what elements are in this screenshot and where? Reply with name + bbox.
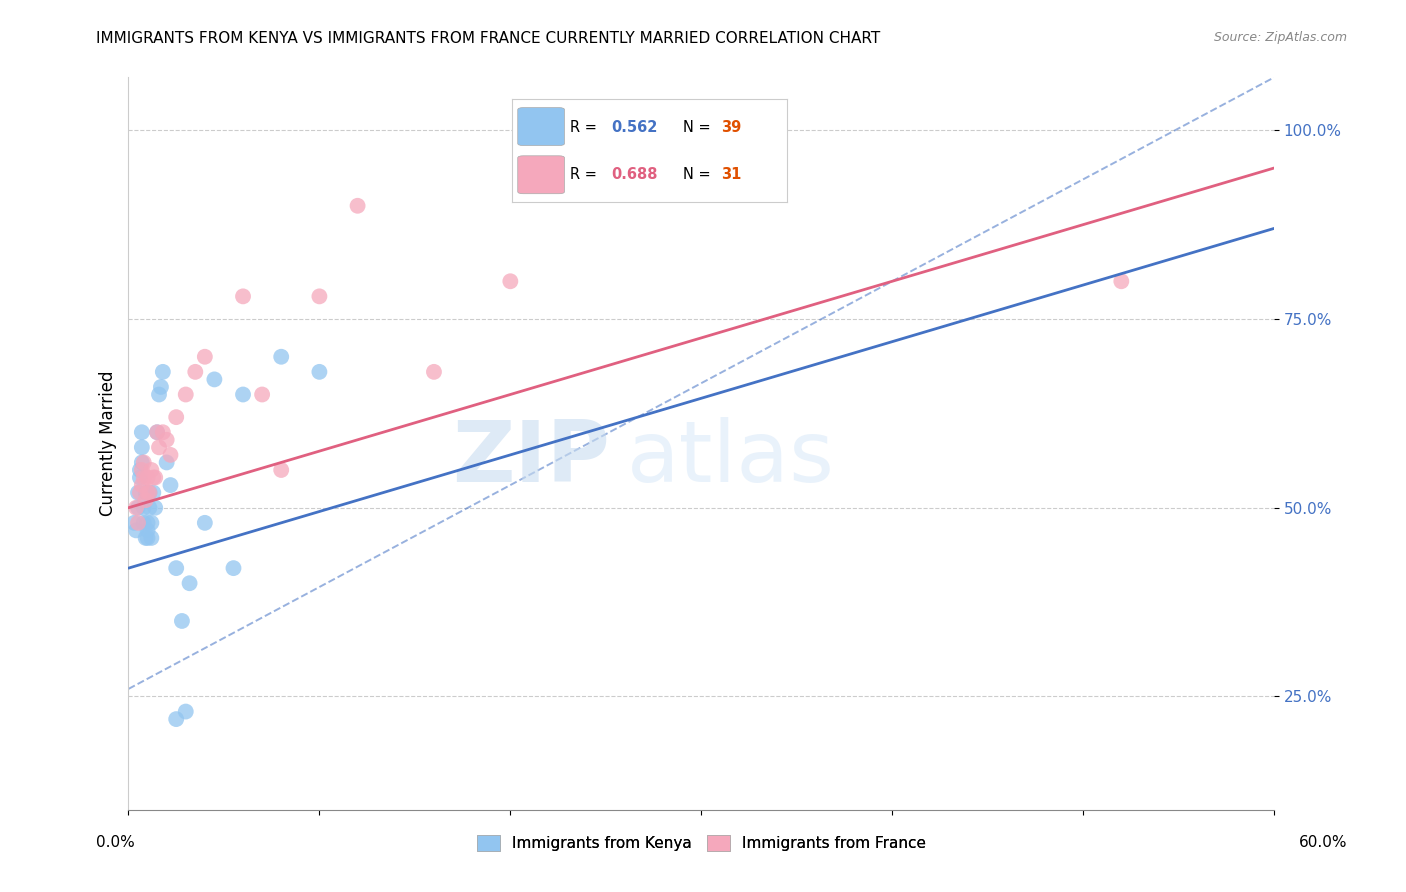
Point: [174, 705, 197, 719]
Point: [165, 410, 187, 425]
Point: [141, 463, 163, 477]
Text: IMMIGRANTS FROM KENYA VS IMMIGRANTS FROM FRANCE CURRENTLY MARRIED CORRELATION CH: IMMIGRANTS FROM KENYA VS IMMIGRANTS FROM…: [96, 31, 880, 46]
Point: [143, 500, 166, 515]
Point: [127, 500, 149, 515]
Point: [270, 463, 292, 477]
Point: [136, 531, 159, 545]
Point: [165, 712, 187, 726]
Point: [156, 455, 179, 469]
Point: [136, 470, 159, 484]
Point: [143, 470, 166, 484]
Point: [159, 478, 181, 492]
Text: 0.0%: 0.0%: [96, 836, 135, 850]
Point: [152, 365, 174, 379]
Point: [149, 380, 172, 394]
Point: [132, 455, 155, 469]
Point: [125, 500, 148, 515]
Point: [142, 485, 165, 500]
Point: [222, 561, 245, 575]
Point: [232, 289, 254, 303]
Point: [131, 463, 153, 477]
Legend: Immigrants from Kenya, Immigrants from France: Immigrants from Kenya, Immigrants from F…: [471, 829, 932, 857]
Point: [184, 365, 207, 379]
Point: [135, 485, 157, 500]
Point: [148, 387, 170, 401]
Point: [138, 500, 160, 515]
Point: [250, 387, 273, 401]
Point: [127, 485, 149, 500]
Point: [194, 516, 217, 530]
Point: [152, 425, 174, 440]
Point: [131, 455, 153, 469]
Point: [141, 516, 163, 530]
Point: [136, 485, 159, 500]
Point: [148, 441, 170, 455]
Point: [125, 524, 148, 538]
Point: [1111, 274, 1133, 288]
Point: [132, 516, 155, 530]
Point: [135, 531, 157, 545]
Point: [135, 493, 157, 508]
Point: [146, 425, 169, 440]
Point: [131, 478, 153, 492]
Point: [122, 516, 145, 530]
Point: [423, 365, 446, 379]
Point: [308, 365, 330, 379]
Point: [132, 470, 155, 484]
Point: [346, 199, 368, 213]
Text: ZIP: ZIP: [451, 417, 610, 500]
Point: [136, 524, 159, 538]
Point: [232, 387, 254, 401]
Point: [165, 561, 187, 575]
Point: [141, 531, 163, 545]
Text: Source: ZipAtlas.com: Source: ZipAtlas.com: [1213, 31, 1347, 45]
Point: [270, 350, 292, 364]
Point: [129, 485, 152, 500]
Point: [127, 516, 149, 530]
Point: [170, 614, 193, 628]
Point: [156, 433, 179, 447]
Point: [146, 425, 169, 440]
Point: [308, 289, 330, 303]
Point: [159, 448, 181, 462]
Point: [174, 387, 197, 401]
Point: [131, 425, 153, 440]
Point: [132, 500, 155, 515]
Point: [138, 485, 160, 500]
Point: [129, 470, 152, 484]
Y-axis label: Currently Married: Currently Married: [100, 371, 117, 516]
Point: [179, 576, 201, 591]
Text: atlas: atlas: [627, 417, 835, 500]
Point: [142, 470, 165, 484]
Point: [202, 372, 225, 386]
Point: [131, 441, 153, 455]
Point: [136, 516, 159, 530]
Point: [499, 274, 522, 288]
Point: [129, 463, 152, 477]
Text: 60.0%: 60.0%: [1299, 836, 1347, 850]
Point: [194, 350, 217, 364]
Point: [138, 485, 160, 500]
